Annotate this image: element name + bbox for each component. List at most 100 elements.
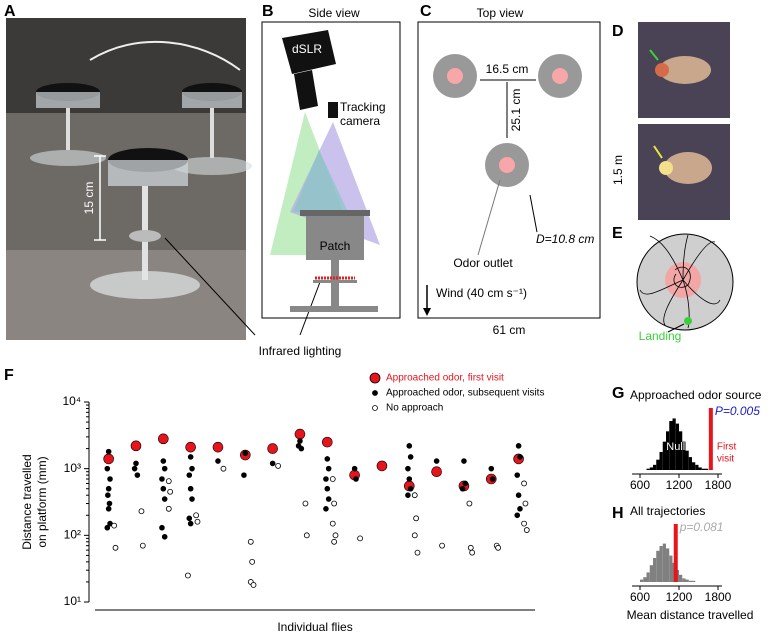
y-tick-label: 10³ bbox=[64, 461, 81, 475]
spacing-label: 16.5 cm bbox=[486, 62, 529, 76]
arrow bbox=[653, 145, 663, 159]
data-point bbox=[105, 485, 112, 492]
p-value-label: P=0.005 bbox=[715, 404, 760, 418]
hist-bar bbox=[701, 468, 705, 470]
side-view-frame bbox=[261, 21, 401, 319]
hist-bar bbox=[666, 431, 670, 470]
data-point bbox=[331, 538, 338, 545]
hist-bar bbox=[640, 579, 644, 582]
legend-label: No approach bbox=[386, 403, 443, 414]
patch-top bbox=[300, 210, 370, 216]
height-label: 1.5 m bbox=[611, 155, 625, 185]
stand bbox=[313, 280, 357, 283]
data-point bbox=[515, 443, 522, 449]
data-point bbox=[406, 476, 413, 482]
data-point bbox=[111, 522, 118, 529]
hist-bar bbox=[662, 441, 666, 470]
data-point bbox=[269, 460, 276, 467]
data-point bbox=[185, 441, 196, 453]
chart-title: Approached odor source bbox=[630, 388, 762, 402]
outlet-label: Odor outlet bbox=[453, 256, 513, 270]
arrow bbox=[649, 49, 659, 61]
data-point bbox=[160, 485, 167, 492]
data-point bbox=[131, 465, 138, 472]
hist-bar bbox=[675, 423, 679, 470]
data-point bbox=[405, 492, 411, 498]
data-point bbox=[521, 520, 527, 527]
legend-marker bbox=[372, 405, 378, 411]
observed-line bbox=[673, 524, 678, 582]
observed-label: First bbox=[717, 442, 737, 453]
data-point bbox=[298, 445, 305, 452]
data-point bbox=[517, 454, 523, 460]
x-tick-label: 600 bbox=[630, 590, 650, 604]
hist-bar bbox=[646, 468, 650, 470]
hist-bar bbox=[656, 550, 660, 582]
hist-bar bbox=[649, 565, 653, 582]
tracking-camera bbox=[328, 102, 338, 118]
data-point bbox=[431, 466, 442, 478]
data-point bbox=[515, 492, 522, 498]
tracking-label: camera bbox=[340, 114, 380, 128]
width-label: 61 cm bbox=[493, 323, 526, 337]
diameter-pointer bbox=[529, 194, 538, 233]
data-point bbox=[105, 506, 112, 512]
wind-label: Wind (40 cm s⁻¹) bbox=[436, 286, 527, 300]
data-point bbox=[439, 542, 445, 549]
data-point bbox=[187, 454, 194, 460]
hist-bar bbox=[649, 467, 653, 470]
diameter-label: D=10.8 cm bbox=[536, 232, 594, 246]
x-tick-label: 1200 bbox=[666, 478, 693, 492]
data-point bbox=[241, 472, 247, 478]
distance-label: 25.1 cm bbox=[509, 89, 523, 132]
platform-base bbox=[30, 150, 106, 166]
odor-outlet bbox=[447, 68, 463, 84]
top-view-frame bbox=[417, 21, 601, 319]
data-point bbox=[353, 476, 359, 482]
landing-pointer bbox=[667, 323, 685, 333]
data-point bbox=[275, 463, 282, 469]
panel-label: E bbox=[612, 225, 623, 242]
fly-head bbox=[659, 161, 673, 175]
data-point bbox=[517, 506, 523, 512]
odor-outlet bbox=[552, 68, 568, 84]
data-point bbox=[158, 433, 169, 445]
data-point bbox=[193, 512, 200, 519]
hist-bar bbox=[669, 555, 673, 582]
data-point bbox=[187, 485, 194, 492]
y-axis-label: Distance travelled bbox=[20, 454, 34, 549]
data-point bbox=[411, 492, 418, 499]
hist-bar bbox=[656, 459, 660, 470]
data-point bbox=[357, 535, 363, 542]
data-point bbox=[411, 532, 418, 539]
data-point bbox=[159, 476, 165, 482]
stand-base bbox=[290, 306, 378, 312]
legend-marker bbox=[369, 372, 381, 384]
data-point bbox=[462, 480, 469, 487]
patch-label: Patch bbox=[320, 239, 351, 253]
data-point bbox=[521, 480, 527, 487]
data-point bbox=[187, 520, 194, 527]
data-point bbox=[242, 450, 249, 457]
data-point bbox=[325, 496, 332, 502]
dslr-lens bbox=[294, 70, 318, 110]
hist-bar bbox=[669, 421, 673, 470]
platform-base bbox=[90, 271, 200, 299]
data-point bbox=[294, 428, 306, 440]
x-axis-label: Mean distance travelled bbox=[627, 608, 754, 622]
data-point bbox=[376, 460, 388, 472]
data-point bbox=[250, 582, 257, 588]
fly bbox=[664, 152, 712, 184]
data-point bbox=[106, 500, 113, 507]
data-point bbox=[212, 441, 224, 453]
data-point bbox=[160, 458, 167, 464]
data-point bbox=[186, 472, 193, 478]
data-point bbox=[267, 443, 278, 454]
platform-body bbox=[182, 92, 242, 108]
hist-bar bbox=[659, 451, 663, 470]
platform-body bbox=[36, 92, 100, 108]
landing-label: Landing bbox=[639, 329, 682, 343]
data-point bbox=[220, 465, 227, 472]
data-point bbox=[514, 512, 521, 519]
panel-label: B bbox=[262, 3, 274, 20]
